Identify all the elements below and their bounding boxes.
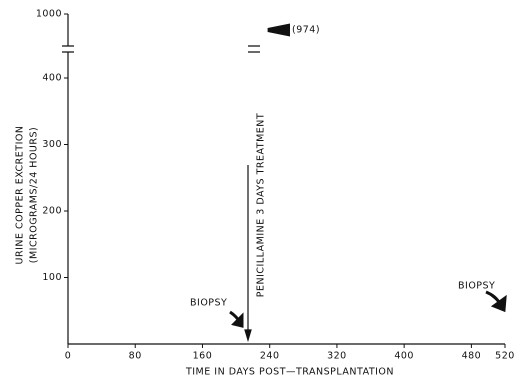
annotation: (974) bbox=[292, 25, 320, 36]
x-tick-label: 80 bbox=[129, 351, 142, 362]
y-tick-label: 1000 bbox=[36, 9, 62, 20]
x-tick-label: 400 bbox=[394, 351, 414, 362]
y-tick-label: 100 bbox=[42, 272, 62, 283]
x-axis-label: TIME IN DAYS POST—TRANSPLANTATION bbox=[185, 367, 394, 378]
y-tick-label: 400 bbox=[42, 73, 62, 84]
annotation: BIOPSY bbox=[190, 298, 227, 309]
annotation: BIOPSY bbox=[458, 281, 495, 292]
x-tick-label: 520 bbox=[495, 351, 515, 362]
arrow bbox=[485, 290, 507, 313]
x-tick-label: 240 bbox=[260, 351, 280, 362]
y-tick-label: 300 bbox=[42, 139, 62, 150]
axis bbox=[67, 14, 505, 345]
x-tick-label: 0 bbox=[65, 351, 72, 362]
y-tick-label: 200 bbox=[42, 206, 62, 217]
arrow bbox=[244, 165, 252, 343]
axis-break bbox=[62, 45, 260, 53]
arrow bbox=[229, 310, 244, 328]
arrow bbox=[267, 23, 290, 37]
annotation: PENICILLAMINE 3 DAYS TREATMENT bbox=[256, 113, 267, 297]
y-axis-label: (MICROGRAMS/24 HOURS) bbox=[29, 127, 40, 263]
x-tick-label: 160 bbox=[193, 351, 213, 362]
y-axis-label: URINE COPPER EXCRETION bbox=[15, 126, 26, 265]
x-tick-label: 480 bbox=[462, 351, 482, 362]
x-tick-label: 320 bbox=[327, 351, 347, 362]
